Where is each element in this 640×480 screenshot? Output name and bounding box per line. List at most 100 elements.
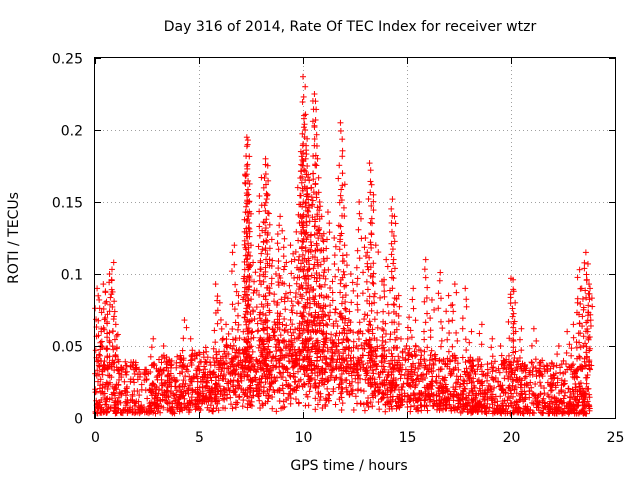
data-point [306,177,313,184]
data-point [332,401,339,408]
data-point [375,249,382,256]
data-point [302,111,309,118]
data-point [563,349,570,356]
data-point [256,232,263,239]
data-point [429,373,436,380]
data-point [381,288,388,295]
data-point [397,335,404,342]
data-point [412,381,419,388]
data-point [262,171,269,178]
data-point [283,322,290,329]
data-point [243,203,250,210]
data-point [301,381,308,388]
data-point [444,336,451,343]
data-point [382,401,389,408]
data-point [558,361,565,368]
data-point [301,380,308,387]
data-point [422,319,429,326]
data-point [102,288,109,295]
data-point [287,400,294,407]
data-point [465,357,472,364]
data-point [301,121,308,128]
data-point [201,363,208,370]
data-point [530,325,537,332]
data-point [428,347,435,354]
data-point [276,222,283,229]
data-point [360,401,367,408]
data-point [299,98,306,105]
data-point [560,357,567,364]
data-point [306,218,313,225]
data-point [349,378,356,385]
data-point [316,199,323,205]
data-point [223,360,230,367]
data-point [112,321,119,328]
data-point [292,396,299,403]
data-point [178,363,185,370]
data-point [511,386,518,393]
data-point [558,387,565,394]
data-point [228,268,235,275]
data-point [390,301,397,308]
data-point [311,122,318,129]
data-point [533,373,540,380]
data-point [332,332,339,339]
data-point [389,246,396,253]
data-point [403,342,410,349]
data-point [481,390,488,397]
data-point [311,142,318,149]
data-point [354,275,361,282]
data-point [314,372,321,379]
data-point [377,294,384,301]
data-point [418,372,425,379]
data-point [115,394,122,401]
data-point [357,387,364,394]
data-point [174,353,181,360]
data-point [256,397,263,404]
data-point [340,204,347,211]
data-point [270,387,277,394]
data-point [246,153,253,160]
data-point [337,289,344,296]
data-point [463,303,470,310]
data-point [227,401,234,408]
data-point [422,274,429,281]
data-point [216,383,223,390]
data-point [212,339,219,346]
data-point [395,353,402,360]
data-point [326,316,333,323]
data-point [281,327,288,334]
data-point [293,280,300,287]
data-point [339,252,346,259]
data-point [360,388,367,395]
data-point [421,266,428,273]
data-point [131,379,138,386]
data-point [180,335,187,342]
data-point [276,398,283,405]
data-point [541,385,548,392]
data-point [311,376,318,383]
data-point [536,379,543,386]
data-point [379,325,386,332]
data-point [367,219,374,226]
data-point [370,370,377,377]
data-point [301,371,308,378]
data-point [221,396,228,403]
data-point [385,310,392,317]
chart-title: Day 316 of 2014, Rate Of TEC Index for r… [164,19,537,35]
data-point [537,382,544,389]
data-point [411,384,418,391]
data-point [264,398,271,405]
data-point [324,209,331,216]
data-point [319,405,326,412]
data-point [459,325,466,332]
data-point [327,302,334,309]
data-point [180,392,187,399]
data-point [389,196,396,203]
data-point [236,394,243,401]
data-point [264,191,271,198]
data-point [300,93,307,100]
data-point [436,277,443,284]
y-axis-label: ROTI / TECUs [6,192,22,284]
data-point [244,137,251,144]
